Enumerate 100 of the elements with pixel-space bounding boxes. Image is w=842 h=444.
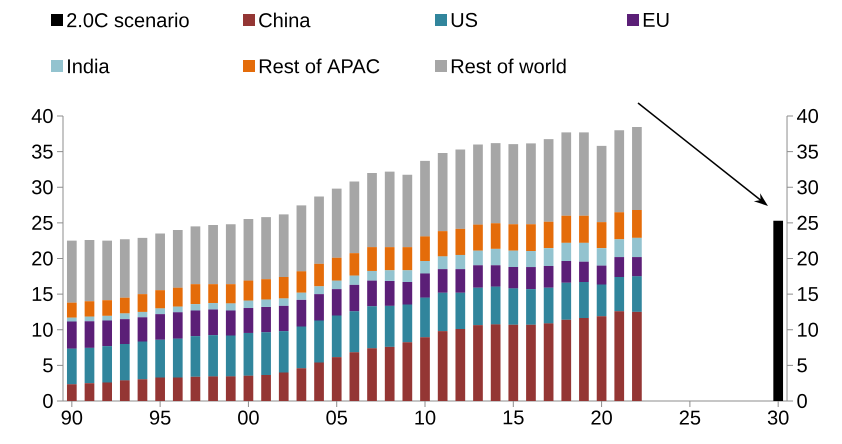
bar bbox=[350, 284, 360, 312]
bar bbox=[296, 300, 306, 327]
bar bbox=[172, 312, 183, 339]
bar bbox=[261, 332, 271, 375]
bar bbox=[438, 256, 448, 270]
bar bbox=[332, 280, 342, 290]
bar bbox=[155, 340, 165, 378]
bar bbox=[84, 316, 94, 322]
bar bbox=[455, 329, 466, 401]
bar bbox=[596, 284, 606, 316]
bar bbox=[278, 214, 289, 278]
bar bbox=[120, 380, 130, 401]
bar bbox=[314, 294, 324, 320]
x-tick-label: 20 bbox=[591, 410, 612, 425]
bar bbox=[632, 127, 642, 210]
bar bbox=[420, 260, 430, 274]
bar bbox=[155, 308, 165, 314]
bar bbox=[367, 280, 377, 306]
bar bbox=[314, 362, 324, 401]
bar bbox=[473, 325, 483, 401]
bar bbox=[473, 288, 483, 326]
bar bbox=[84, 301, 94, 317]
bar bbox=[102, 346, 112, 382]
bar bbox=[526, 324, 536, 401]
bar bbox=[579, 216, 589, 243]
x-tick-label: 90 bbox=[62, 410, 82, 425]
bar bbox=[420, 298, 430, 338]
bar bbox=[278, 277, 289, 298]
bar bbox=[155, 377, 165, 401]
bar bbox=[455, 292, 466, 330]
bar bbox=[172, 288, 183, 307]
bar bbox=[66, 302, 77, 318]
bar bbox=[208, 309, 218, 336]
bar bbox=[350, 276, 360, 285]
legend-label: EU bbox=[644, 13, 668, 27]
legend-label: Rest of APAC bbox=[260, 58, 380, 74]
x-tick-label: 00 bbox=[238, 410, 259, 425]
bar bbox=[473, 250, 483, 266]
bar bbox=[596, 316, 606, 401]
bar bbox=[508, 267, 518, 288]
bar bbox=[278, 298, 289, 306]
bar bbox=[226, 224, 236, 284]
bar bbox=[244, 300, 254, 308]
x-tick-label: 30 bbox=[768, 410, 789, 425]
bar bbox=[596, 146, 606, 222]
bar bbox=[190, 310, 200, 336]
y2-tick-label: 10 bbox=[32, 322, 53, 337]
x-tick-label: 15 bbox=[504, 410, 524, 424]
bar bbox=[384, 270, 395, 281]
bar bbox=[526, 224, 536, 252]
bar bbox=[384, 346, 395, 401]
bar bbox=[438, 331, 448, 401]
bar bbox=[208, 284, 218, 304]
bar bbox=[614, 239, 624, 258]
bar bbox=[632, 210, 642, 238]
bar bbox=[402, 270, 412, 282]
bar bbox=[526, 143, 536, 224]
bar bbox=[596, 248, 606, 266]
y-tick-label: 35 bbox=[797, 144, 818, 159]
bar bbox=[332, 316, 342, 358]
bar bbox=[544, 222, 554, 248]
bar bbox=[138, 238, 148, 294]
y2-tick-label: 5 bbox=[43, 358, 53, 372]
bar bbox=[84, 240, 94, 302]
legend-label: US bbox=[452, 12, 478, 28]
bar bbox=[208, 335, 218, 376]
bar bbox=[420, 160, 430, 236]
legend-label: India bbox=[68, 58, 110, 74]
y2-tick-label: 30 bbox=[32, 180, 53, 194]
bar bbox=[490, 248, 500, 266]
bar bbox=[367, 306, 377, 348]
bar bbox=[420, 337, 430, 401]
x-tick-label: 25 bbox=[680, 410, 700, 425]
bar bbox=[579, 132, 589, 216]
bar bbox=[155, 314, 165, 340]
bar bbox=[314, 286, 324, 294]
bar bbox=[614, 257, 624, 278]
bar bbox=[596, 222, 606, 248]
bar bbox=[473, 224, 483, 251]
bar bbox=[561, 242, 572, 261]
bar bbox=[544, 248, 554, 266]
bar bbox=[226, 376, 236, 401]
bar bbox=[350, 253, 360, 276]
bar bbox=[120, 313, 130, 320]
bar bbox=[508, 224, 518, 251]
legend-label: Rest of world bbox=[452, 58, 566, 74]
bar bbox=[473, 265, 483, 288]
legend-label: 2.0C scenario bbox=[67, 12, 189, 28]
bar bbox=[455, 228, 466, 255]
bar bbox=[420, 236, 430, 261]
legend-label: China bbox=[259, 12, 310, 28]
bar bbox=[244, 332, 254, 376]
bar bbox=[138, 317, 148, 342]
bar bbox=[314, 320, 324, 363]
bar bbox=[102, 320, 112, 346]
bar bbox=[190, 336, 200, 377]
bar bbox=[402, 342, 412, 401]
bar bbox=[490, 265, 500, 287]
bar bbox=[614, 212, 624, 240]
bar bbox=[155, 290, 165, 308]
